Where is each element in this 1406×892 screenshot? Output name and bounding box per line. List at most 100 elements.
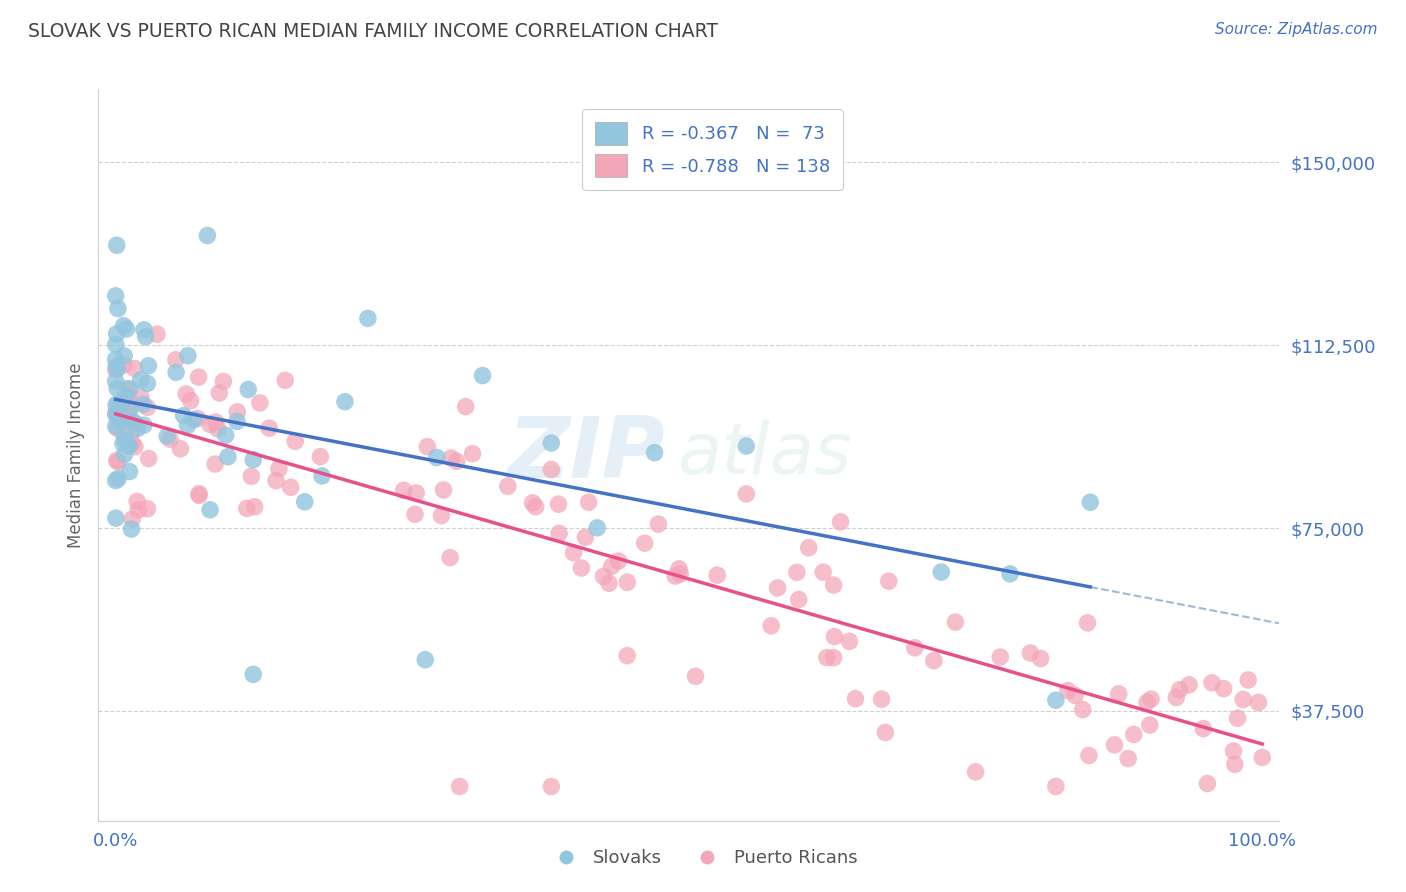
Point [1104, 738, 1126, 752]
Point [1197, 776, 1219, 790]
Point [107, 301, 129, 316]
Point [217, 450, 239, 464]
Point [121, 512, 143, 526]
Point [413, 653, 436, 667]
Point [238, 383, 260, 397]
Point [105, 238, 128, 252]
Point [1077, 748, 1099, 763]
Point [284, 434, 307, 449]
Legend: Slovaks, Puerto Ricans: Slovaks, Puerto Ricans [541, 842, 865, 874]
Point [1029, 651, 1052, 665]
Point [1166, 690, 1188, 705]
Text: ZIP: ZIP [508, 413, 665, 497]
Point [110, 414, 132, 428]
Point [922, 654, 945, 668]
Point [104, 289, 127, 303]
Point [215, 428, 238, 442]
Text: Source: ZipAtlas.com: Source: ZipAtlas.com [1215, 22, 1378, 37]
Point [187, 370, 209, 384]
Point [104, 337, 127, 351]
Point [1139, 718, 1161, 732]
Point [449, 780, 471, 794]
Point [877, 574, 900, 589]
Point [522, 496, 544, 510]
Point [198, 503, 221, 517]
Point [1045, 693, 1067, 707]
Point [357, 311, 380, 326]
Point [1057, 683, 1080, 698]
Point [1232, 692, 1254, 706]
Point [259, 421, 281, 435]
Point [592, 569, 614, 583]
Point [1178, 678, 1201, 692]
Point [664, 569, 686, 583]
Point [844, 691, 866, 706]
Point [187, 411, 209, 425]
Point [173, 409, 195, 423]
Point [132, 397, 155, 411]
Point [416, 440, 439, 454]
Point [146, 327, 169, 342]
Point [104, 419, 127, 434]
Point [446, 454, 468, 468]
Point [117, 389, 139, 403]
Point [311, 469, 333, 483]
Point [107, 472, 129, 486]
Point [280, 480, 302, 494]
Point [1222, 744, 1244, 758]
Point [669, 567, 692, 582]
Point [112, 318, 135, 333]
Point [105, 405, 128, 419]
Point [1076, 615, 1098, 630]
Point [1168, 682, 1191, 697]
Point [1045, 780, 1067, 794]
Point [392, 483, 415, 498]
Point [226, 414, 249, 428]
Point [562, 546, 585, 560]
Point [169, 442, 191, 456]
Point [129, 390, 152, 404]
Point [107, 421, 129, 435]
Point [114, 434, 136, 448]
Point [105, 398, 128, 412]
Point [129, 373, 152, 387]
Point [112, 349, 135, 363]
Point [647, 517, 669, 532]
Point [120, 399, 142, 413]
Point [118, 382, 141, 396]
Point [127, 503, 149, 517]
Point [226, 405, 249, 419]
Point [644, 445, 666, 459]
Point [904, 640, 927, 655]
Point [240, 469, 263, 483]
Point [830, 515, 852, 529]
Point [766, 581, 789, 595]
Point [132, 323, 155, 337]
Point [267, 462, 290, 476]
Point [1226, 711, 1249, 725]
Point [838, 634, 860, 648]
Point [870, 692, 893, 706]
Point [786, 566, 808, 580]
Text: atlas: atlas [678, 420, 852, 490]
Point [110, 397, 132, 411]
Point [1116, 751, 1139, 765]
Point [706, 568, 728, 582]
Point [188, 488, 211, 502]
Point [1122, 727, 1144, 741]
Point [120, 522, 142, 536]
Point [204, 415, 226, 429]
Point [117, 439, 139, 453]
Point [634, 536, 657, 550]
Point [243, 500, 266, 514]
Point [242, 452, 264, 467]
Point [1071, 703, 1094, 717]
Point [118, 438, 141, 452]
Point [1140, 692, 1163, 706]
Point [578, 495, 600, 509]
Point [121, 425, 143, 439]
Point [430, 508, 453, 523]
Point [105, 361, 128, 376]
Point [998, 566, 1021, 581]
Point [114, 389, 136, 403]
